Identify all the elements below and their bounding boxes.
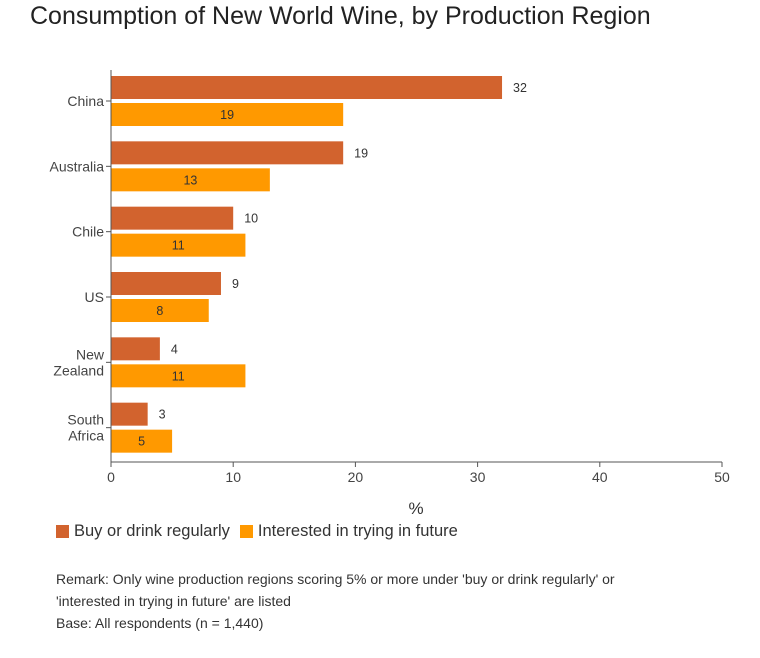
bar-buy xyxy=(111,337,160,361)
remark-line-1: Remark: Only wine production regions sco… xyxy=(56,571,615,587)
bar-buy xyxy=(111,272,221,295)
x-tick-label: 20 xyxy=(348,469,364,485)
x-axis-label: % xyxy=(408,499,423,518)
bar-buy xyxy=(111,206,234,230)
data-label: 10 xyxy=(244,212,258,226)
category-label: New xyxy=(76,346,105,362)
bars-layer xyxy=(111,76,503,453)
x-axis: 0 10 20 30 40 50 xyxy=(107,462,730,485)
bar-buy xyxy=(111,76,503,99)
data-label: 11 xyxy=(172,239,185,253)
legend: Buy or drink regularly Interested in try… xyxy=(56,522,468,541)
bar-chart: 32 19 19 13 10 11 9 8 4 11 35 0 10 20 30 40 50 China Aus… xyxy=(50,70,730,518)
x-tick-label: 30 xyxy=(470,469,486,485)
legend-label-interested: Interested in trying in future xyxy=(257,522,458,540)
data-label: 32 xyxy=(513,81,527,95)
remark-line-2: 'interested in trying in future' are lis… xyxy=(56,593,291,609)
category-label: Australia xyxy=(50,158,105,174)
category-label: China xyxy=(67,93,104,109)
data-label: 4 xyxy=(171,342,178,356)
data-label: 9 xyxy=(232,277,239,291)
category-label: Chile xyxy=(72,224,104,240)
data-label: 8 xyxy=(156,304,163,318)
bar-interested xyxy=(111,364,246,388)
remark-block: Remark: Only wine production regions sco… xyxy=(56,568,736,634)
category-label: Zealand xyxy=(53,362,104,378)
legend-item-buy: Buy or drink regularly xyxy=(56,522,230,541)
legend-item-interested: Interested in trying in future xyxy=(239,522,458,541)
data-label: 19 xyxy=(354,146,368,160)
x-tick-label: 0 xyxy=(107,469,115,485)
category-label: US xyxy=(85,289,104,305)
category-label: Africa xyxy=(68,428,104,444)
data-label: 11 xyxy=(172,369,185,383)
bar-buy xyxy=(111,141,344,165)
data-label: 5 xyxy=(138,435,145,449)
x-tick-label: 40 xyxy=(592,469,608,485)
data-label: 3 xyxy=(159,408,166,422)
bar-interested xyxy=(111,103,344,126)
bar-interested xyxy=(111,168,270,192)
data-label: 13 xyxy=(183,173,197,187)
legend-swatch-interested xyxy=(239,525,253,538)
x-tick-label: 10 xyxy=(225,469,241,485)
labels-layer: 32 19 19 13 10 11 9 8 4 11 35 xyxy=(138,81,527,449)
x-tick-label: 50 xyxy=(714,469,730,485)
bar-interested xyxy=(111,429,173,453)
base-note: Base: All respondents (n = 1,440) xyxy=(56,615,264,631)
bar-buy xyxy=(111,402,148,426)
category-label: South xyxy=(67,412,104,428)
legend-label-buy: Buy or drink regularly xyxy=(74,522,230,540)
legend-swatch-buy xyxy=(56,525,69,538)
bar-interested xyxy=(111,299,209,322)
bar-interested xyxy=(111,233,246,257)
chart-title: Consumption of New World Wine, by Produc… xyxy=(30,2,651,30)
data-label: 19 xyxy=(220,108,234,122)
